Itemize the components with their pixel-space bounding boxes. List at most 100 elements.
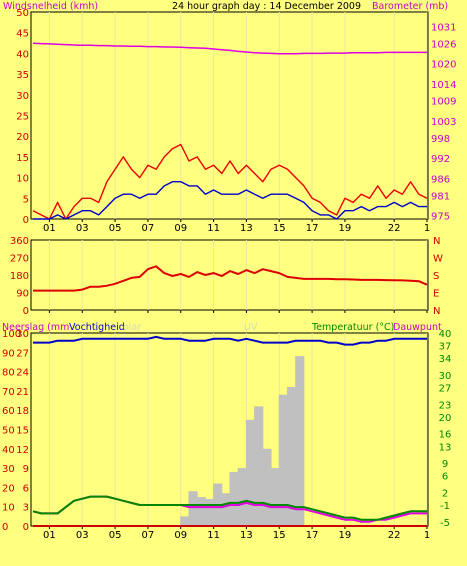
legend-rain: Neerslag (mm xyxy=(2,322,69,333)
wind-average-line xyxy=(33,180,427,220)
rain-y-tick-label: 0 xyxy=(23,522,29,533)
x-tick-label: 09 xyxy=(174,530,187,541)
temperature-y-tick-label: 2 xyxy=(442,488,448,499)
rain-y-tick-label: 12 xyxy=(16,445,29,456)
x-tick-label: 05 xyxy=(109,223,122,234)
uv-bar xyxy=(262,448,272,526)
humidity-y-tick-label: 20 xyxy=(2,483,15,494)
humidity-y-tick-label: 80 xyxy=(2,368,15,379)
temperature-y-tick-label: 27 xyxy=(439,384,452,395)
legend-uv: UV xyxy=(244,322,258,333)
wind-y-tick-label: 40 xyxy=(16,49,29,60)
direction-y-tick-label: 270 xyxy=(10,254,29,265)
wind-y-tick-label: 10 xyxy=(16,174,29,185)
x-tick-label: 01 xyxy=(43,223,56,234)
rain-y-tick-label: 24 xyxy=(16,368,29,379)
uv-bar xyxy=(286,387,297,526)
x-tick-label: 19 xyxy=(339,530,352,541)
rain-y-tick-label: 27 xyxy=(16,348,29,359)
x-tick-label: 13 xyxy=(240,223,253,234)
x-tick-label: 05 xyxy=(109,530,122,541)
compass-tick-label: N xyxy=(433,236,440,247)
direction-panel-frame xyxy=(30,239,429,311)
x-tick-label: 07 xyxy=(142,223,155,234)
x-tick-label: 17 xyxy=(306,530,319,541)
direction-y-tick-label: 90 xyxy=(16,289,29,300)
humidity-y-tick-label: 50 xyxy=(2,426,15,437)
x-tick-label: 15 xyxy=(273,223,286,234)
wind-y-tick-label: 45 xyxy=(16,29,29,40)
wind-y-tick-label: 5 xyxy=(23,194,29,205)
wind-y-tick-label: 15 xyxy=(16,153,29,164)
compass-tick-label: E xyxy=(433,289,439,300)
humidity-y-tick-label: 70 xyxy=(2,387,15,398)
barometer-y-tick-label: 1020 xyxy=(431,60,456,71)
barometer-y-tick-label: 1026 xyxy=(431,39,456,50)
x-tick-label: 1 xyxy=(424,530,430,541)
uv-bar xyxy=(188,491,198,526)
humidity-y-tick-label: 40 xyxy=(2,445,15,456)
wind-panel-frame xyxy=(30,11,429,220)
legend-humidity: Vochtigheid xyxy=(69,322,125,333)
compass-tick-label: S xyxy=(433,271,439,282)
humidity-y-tick-label: 90 xyxy=(2,348,15,359)
x-tick-label: 03 xyxy=(76,530,89,541)
uv-bar xyxy=(196,497,206,526)
humidity-y-tick-label: 30 xyxy=(2,464,15,475)
barometer-y-tick-label: 1003 xyxy=(431,117,456,128)
x-tick-label: 22 xyxy=(388,223,401,234)
uv-bar xyxy=(278,394,288,526)
wind-y-tick-label: 25 xyxy=(16,112,29,123)
barometer-y-tick-label: 975 xyxy=(431,212,450,223)
direction-y-tick-label: 0 xyxy=(23,306,29,317)
rain-y-tick-label: 15 xyxy=(16,426,29,437)
uv-bar xyxy=(180,516,190,526)
x-tick-label: 11 xyxy=(207,530,220,541)
legend-temperature: Temperatuur (°C) xyxy=(311,322,394,333)
uv-bar xyxy=(254,406,264,526)
temperature-line xyxy=(32,495,427,521)
uv-bar xyxy=(229,471,239,526)
barometer-line xyxy=(32,42,427,55)
temperature-y-tick-label: 30 xyxy=(439,371,452,382)
compass-tick-label: N xyxy=(433,306,440,317)
rain-y-tick-label: 30 xyxy=(16,329,29,340)
x-tick-label: 09 xyxy=(174,223,187,234)
barometer-y-tick-label: 1014 xyxy=(431,80,456,91)
barometer-y-tick-label: 998 xyxy=(431,134,450,145)
temperature-y-tick-label: 6 xyxy=(442,472,448,483)
rain-y-tick-label: 6 xyxy=(23,483,29,494)
temperature-y-tick-label: 40 xyxy=(439,329,452,340)
x-tick-label: 1 xyxy=(424,223,430,234)
x-tick-label: 17 xyxy=(306,223,319,234)
rain-y-tick-label: 3 xyxy=(23,503,29,514)
wind-y-tick-label: 50 xyxy=(16,8,29,19)
temperature-y-tick-label: 34 xyxy=(439,354,452,365)
wind-y-tick-label: 0 xyxy=(23,215,29,226)
barometer-y-tick-label: 981 xyxy=(431,191,450,202)
x-tick-label: 07 xyxy=(142,530,155,541)
uv-bar xyxy=(245,419,256,526)
x-tick-label: 22 xyxy=(388,530,401,541)
x-tick-label: 11 xyxy=(207,223,220,234)
barometer-y-tick-label: 1009 xyxy=(431,97,456,108)
temperature-y-tick-label: 9 xyxy=(442,459,448,470)
uv-bar xyxy=(270,468,280,526)
temperature-y-tick-label: 13 xyxy=(439,442,452,453)
temperature-y-tick-label: 20 xyxy=(439,413,452,424)
uv-bar xyxy=(237,468,247,526)
x-tick-label: 15 xyxy=(273,530,286,541)
barometer-axis-title: Barometer (mb) xyxy=(372,1,448,12)
humidity-line xyxy=(33,335,427,346)
temperature-y-tick-label: 16 xyxy=(439,430,452,441)
legend-solar: olar xyxy=(123,322,141,333)
wind-y-tick-label: 20 xyxy=(16,132,29,143)
rain-y-tick-label: 21 xyxy=(16,387,29,398)
graph-title: 24 hour graph day : 14 December 2009 xyxy=(172,1,361,12)
temperature-y-tick-label: -5 xyxy=(440,518,450,529)
humidity-y-tick-label: 0 xyxy=(2,522,8,533)
x-tick-label: 03 xyxy=(76,223,89,234)
wind-gust-line xyxy=(32,143,428,220)
wind-y-tick-label: 30 xyxy=(16,91,29,102)
wind-y-tick-label: 35 xyxy=(16,70,29,81)
